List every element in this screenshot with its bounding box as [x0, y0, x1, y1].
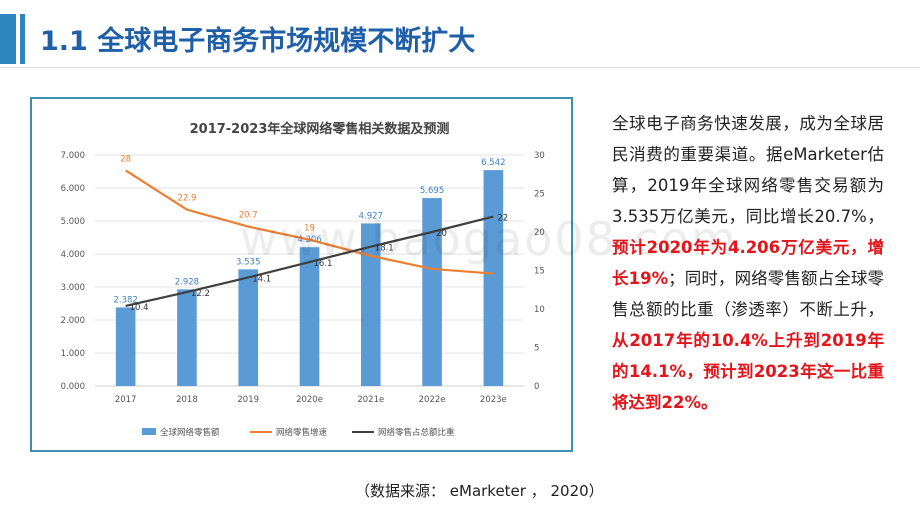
y-left-tick-label: 6.000: [61, 184, 85, 194]
bar-2022e: [422, 198, 442, 386]
description-part-1: 全球电子商务快速发展，成为全球居民消费的重要渠道。据eMarketer估算，20…: [612, 114, 884, 226]
description-text: 全球电子商务快速发展，成为全球居民消费的重要渠道。据eMarketer估算，20…: [612, 108, 884, 418]
legend-label: 网络零售占总额比重: [378, 427, 455, 438]
y-left-tick-label: 5.000: [61, 217, 85, 227]
title-accent-bar: [0, 14, 16, 64]
page-title: 1.1 全球电子商务市场规模不断扩大: [40, 26, 476, 57]
growth-line: [125, 169, 494, 275]
bar-2023e: [483, 170, 504, 386]
legend-label: 网络零售增速: [276, 427, 328, 438]
bar-value-label: 3.535: [236, 257, 260, 267]
growth-line-point-label: 22.9: [177, 194, 196, 204]
bar-2019: [238, 269, 259, 386]
y-right-tick-label: 30: [534, 151, 545, 161]
legend-swatch-bar: [142, 428, 156, 435]
x-tick-label: 2022e: [419, 395, 446, 405]
bar-value-label: 5.695: [420, 186, 444, 196]
chart-frame: 2017-2023年全球网络零售相关数据及预测 0.000 1.000 2.000 3.…: [30, 97, 573, 452]
bar-2021e: [360, 223, 381, 386]
x-tick-label: 2021e: [357, 395, 384, 405]
x-tick-label: 2018: [176, 395, 198, 405]
bar-2020e: [299, 247, 320, 386]
combo-chart: 2017-2023年全球网络零售相关数据及预测 0.000 1.000 2.000 3.…: [61, 121, 545, 438]
share-line-point-label: 14.1: [252, 274, 271, 284]
title-accent-bar-thin: [20, 14, 25, 64]
share-line-point-label: 10.4: [130, 303, 149, 313]
chart-title: 2017-2023年全球网络零售相关数据及预测: [190, 121, 450, 137]
bar-2018: [177, 289, 197, 386]
x-tick-label: 2017: [115, 395, 137, 405]
description-highlight-1: 预计2020年为4.206万亿美元，增长19%: [612, 238, 884, 288]
y-left-tick-label: 1.000: [61, 349, 85, 359]
y-right-tick-label: 25: [534, 190, 545, 200]
description-part-3: ；同时，网络零售额占全球零售总额的比重（渗透率）不断上升，: [612, 269, 884, 319]
legend-label: 全球网络零售额: [160, 427, 220, 438]
share-line: [125, 215, 494, 307]
x-tick-label: 2019: [237, 395, 259, 405]
y-left-tick-label: 3.000: [61, 283, 85, 293]
growth-line-point-label: 28: [120, 154, 131, 164]
bar-value-label: 2.382: [113, 295, 137, 305]
x-tick-label: 2020e: [296, 395, 323, 405]
source-note: （数据来源： eMarketer ， 2020）: [355, 482, 604, 500]
x-tick-label: 2023e: [480, 395, 507, 405]
y-right-tick-label: 10: [534, 305, 545, 315]
title-divider: [0, 67, 920, 68]
share-line-point-label: 12.2: [191, 289, 210, 299]
bar-value-label: 2.928: [175, 277, 199, 287]
y-left-tick-label: 2.000: [61, 316, 85, 326]
share-line-point-label: 20: [436, 229, 447, 239]
share-line-point-label: 16.1: [314, 259, 333, 269]
bar-value-label: 6.542: [481, 158, 505, 168]
y-right-tick-label: 20: [534, 228, 545, 238]
y-left-tick-label: 7.000: [61, 151, 85, 161]
y-left-tick-label: 4.000: [61, 250, 85, 260]
y-right-tick-label: 15: [534, 267, 545, 277]
share-line-point-label: 22: [497, 214, 508, 224]
growth-line-point-label: 19: [304, 224, 315, 234]
y-right-tick-label: 0: [534, 382, 539, 392]
bar-value-label: 4.927: [359, 211, 383, 221]
y-left-tick-label: 0.000: [61, 382, 85, 392]
share-line-point-label: 18.1: [375, 244, 394, 254]
bar-2017: [115, 307, 136, 386]
watermark: www.baogao08.com: [240, 212, 738, 266]
growth-line-point-label: 20.7: [239, 211, 258, 221]
description-highlight-2: 从2017年的10.4%上升到2019年的14.1%，预计到2023年这一比重将…: [612, 331, 884, 412]
y-right-tick-label: 5: [534, 344, 539, 354]
